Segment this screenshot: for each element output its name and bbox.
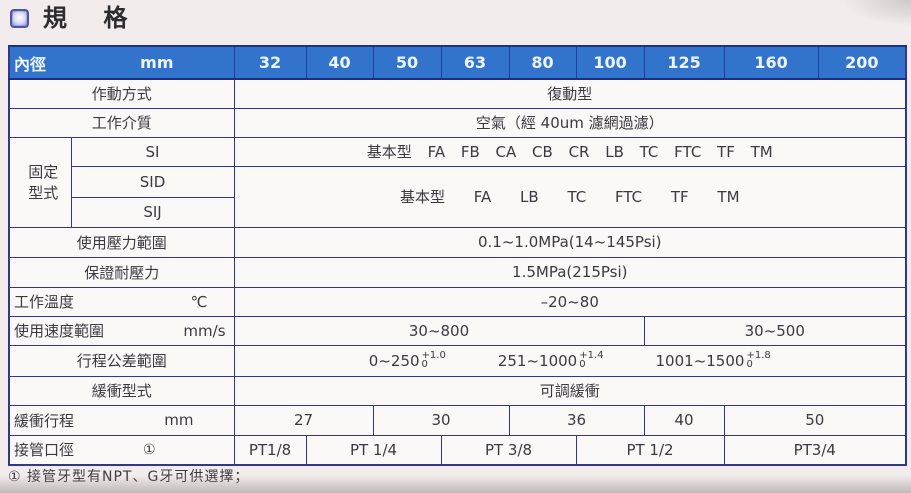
tolerance-range-3: 1001~1500 +1.8 0 xyxy=(655,349,771,370)
tolerance-upper: +1.0 xyxy=(421,349,446,361)
stroke-tolerance-label: 行程公差範圍 xyxy=(8,344,235,377)
speed-value-large-bores: 30~500 xyxy=(643,315,907,346)
cushion-stroke-value-1: 27 xyxy=(233,404,374,436)
table-row-temperature: 工作溫度 ℃ –20~80 xyxy=(8,286,907,317)
cushion-stroke-value-5: 50 xyxy=(723,404,907,436)
tolerance-upper: +1.4 xyxy=(579,349,604,361)
cushion-type-label: 緩衝型式 xyxy=(8,375,235,406)
bore-40: 40 xyxy=(305,45,374,80)
port-size-value-4: PT 1/2 xyxy=(575,434,725,466)
tolerance-range-2: 251~1000 +1.4 0 xyxy=(497,349,604,370)
cushion-stroke-value-3: 36 xyxy=(508,404,645,436)
bore-50: 50 xyxy=(372,45,442,80)
table-row-mounting-sij: SIJ xyxy=(9,196,906,228)
bore-63: 63 xyxy=(440,45,510,80)
table-row-speed: 使用速度範圍 mm/s 30~800 30~500 xyxy=(8,315,907,346)
port-size-label-cell: 接管口徑 ① xyxy=(8,434,235,466)
medium-label: 工作介質 xyxy=(8,107,235,138)
bore-100: 100 xyxy=(575,45,645,80)
table-row-bore-header: 內徑 mm 32 40 50 63 80 100 125 160 200 xyxy=(8,45,907,80)
bore-32: 32 xyxy=(233,45,307,80)
speed-unit: mm/s xyxy=(183,321,226,340)
bore-unit: mm xyxy=(140,53,174,72)
port-size-value-3: PT 3/8 xyxy=(440,434,577,466)
bore-200: 200 xyxy=(817,45,907,80)
table-row-cushion-stroke: 緩衝行程 mm 27 30 36 40 50 xyxy=(8,404,907,436)
tolerance-base: 251~1000 xyxy=(497,351,578,370)
tolerance-range-1: 0~250 +1.0 0 xyxy=(368,349,446,370)
cushion-stroke-unit: mm xyxy=(164,411,194,429)
mounting-sij-label: SIJ xyxy=(70,196,235,228)
stroke-tolerance-value: 0~250 +1.0 0 251~1000 +1.4 0 1001~1500 xyxy=(233,344,907,377)
speed-label-cell: 使用速度範圍 mm/s xyxy=(8,315,235,346)
temperature-label: 工作溫度 xyxy=(14,293,75,311)
tolerance-lower: 0 xyxy=(579,358,586,370)
port-size-footnote-marker: ① xyxy=(142,441,156,458)
mounting-label-line1: 固定 xyxy=(28,163,59,181)
mounting-si-label: SI xyxy=(70,136,235,167)
tolerance-lower: 0 xyxy=(421,358,428,370)
port-size-value-5: PT3/4 xyxy=(723,434,907,466)
table-row-action: 作動方式 復動型 xyxy=(8,78,907,109)
table-row-pressure: 使用壓力範圍 0.1~1.0MPa(14~145Psi) xyxy=(8,226,907,258)
pressure-value: 0.1~1.0MPa(14~145Psi) xyxy=(233,226,907,258)
scan-corner-shade xyxy=(841,0,911,26)
temperature-unit: ℃ xyxy=(190,292,208,311)
mounting-sid-label: SID xyxy=(70,165,235,198)
table-row-mounting-sid: SID 基本型 FA LB TC FTC TF TM xyxy=(9,165,907,228)
mounting-label-line2: 型式 xyxy=(28,184,59,202)
cushion-stroke-value-2: 30 xyxy=(372,404,510,436)
spec-table: 內徑 mm 32 40 50 63 80 100 125 160 200 作動方… xyxy=(8,45,908,466)
port-size-value-2: PT 1/4 xyxy=(305,434,442,466)
bore-160: 160 xyxy=(723,45,819,80)
section-header: 規 格 xyxy=(10,6,141,30)
cushion-stroke-label: 緩衝行程 xyxy=(14,411,75,430)
action-label: 作動方式 xyxy=(8,78,235,109)
table-row-mounting-si: 固定 型式 SI 基本型 FA FB CA CB CR LB TC FTC TF… xyxy=(8,136,907,228)
tolerance-lower: 0 xyxy=(746,358,753,370)
tolerance-base: 0~250 xyxy=(368,351,420,370)
medium-value: 空氣（經 40um 濾網過濾） xyxy=(233,107,907,138)
table-row-proof-pressure: 保證耐壓力 1.5MPa(215Psi) xyxy=(8,256,907,288)
page-title: 規 格 xyxy=(43,4,142,32)
tolerance-upper: +1.8 xyxy=(746,349,771,361)
speed-label: 使用速度範圍 xyxy=(14,322,105,340)
mounting-sid-sij-value: 基本型 FA LB TC FTC TF TM xyxy=(233,165,907,228)
footnote: ① 接管牙型有NPT、G牙可供選擇； xyxy=(8,469,250,485)
port-size-value-1: PT1/8 xyxy=(233,434,307,466)
section-bullet-icon xyxy=(10,8,29,28)
table-row-cushion-type: 緩衝型式 可調緩衝 xyxy=(8,375,907,406)
temperature-value: –20~80 xyxy=(233,286,907,317)
mounting-si-value: 基本型 FA FB CA CB CR LB TC FTC TF TM xyxy=(233,136,907,167)
cushion-stroke-value-4: 40 xyxy=(643,404,725,436)
action-value: 復動型 xyxy=(233,78,907,109)
pressure-label: 使用壓力範圍 xyxy=(8,226,235,258)
table-row-port-size: 接管口徑 ① PT1/8 PT 1/4 PT 3/8 PT 1/2 PT3/4 xyxy=(8,434,907,466)
bore-125: 125 xyxy=(643,45,725,80)
temperature-label-cell: 工作溫度 ℃ xyxy=(8,286,235,317)
proof-pressure-label: 保證耐壓力 xyxy=(8,256,235,288)
cushion-type-value: 可調緩衝 xyxy=(233,375,907,406)
proof-pressure-value: 1.5MPa(215Psi) xyxy=(233,256,907,288)
bore-80: 80 xyxy=(508,45,577,80)
table-row-stroke-tolerance: 行程公差範圍 0~250 +1.0 0 251~1000 +1.4 0 xyxy=(8,344,907,377)
bore-label: 內徑 xyxy=(14,54,47,74)
cushion-stroke-label-cell: 緩衝行程 mm xyxy=(8,404,235,436)
tolerance-base: 1001~1500 xyxy=(655,351,745,370)
table-row-medium: 工作介質 空氣（經 40um 濾網過濾） xyxy=(8,107,907,138)
mounting-label: 固定 型式 xyxy=(8,136,72,228)
speed-value-small-bores: 30~800 xyxy=(233,315,645,346)
port-size-label: 接管口徑 xyxy=(14,441,75,460)
bore-header-cell: 內徑 mm xyxy=(8,45,235,80)
